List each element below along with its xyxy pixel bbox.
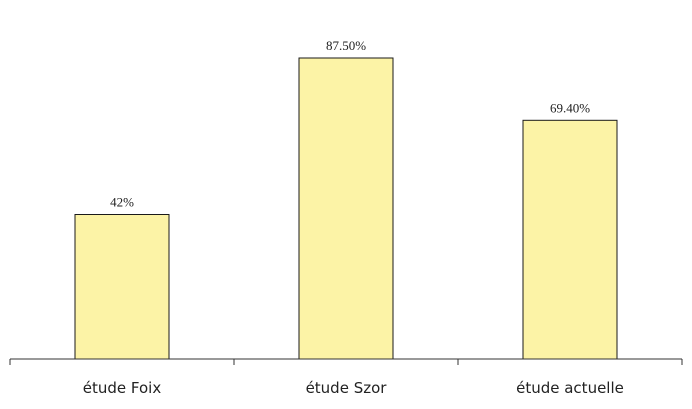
x-axis-ticks [9, 359, 683, 365]
category-label-1: étude Szor [306, 379, 388, 397]
value-labels-group: 42% 87.50% 69.40% [110, 38, 590, 210]
bar-0 [74, 214, 170, 360]
category-labels-group: étude Foix étude Szor étude actuelle [83, 379, 624, 397]
bars-group [74, 57, 618, 360]
value-label-0: 42% [110, 195, 134, 210]
category-label-2: étude actuelle [516, 379, 624, 397]
value-label-1: 87.50% [326, 38, 366, 53]
value-label-2: 69.40% [550, 100, 590, 115]
bar-2 [522, 119, 618, 360]
bar-1 [298, 57, 394, 360]
category-label-0: étude Foix [83, 379, 162, 397]
